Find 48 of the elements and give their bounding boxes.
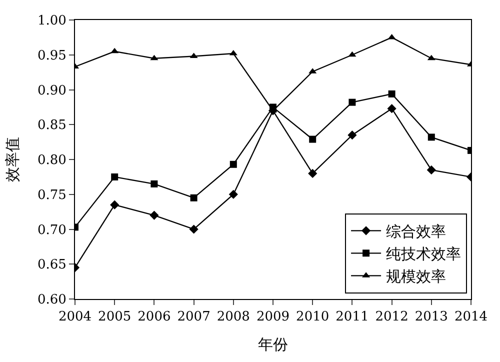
point <box>228 190 238 199</box>
x-tick-label: 2009 <box>256 310 290 325</box>
y-tick-label: 0.90 <box>37 83 66 98</box>
legend-label: 纯技术效率 <box>386 245 462 264</box>
point <box>348 98 356 106</box>
point <box>428 134 435 141</box>
x-tick-label: 2005 <box>98 310 132 325</box>
point <box>388 90 396 98</box>
y-tick-label: 0.85 <box>37 118 66 134</box>
point <box>190 194 198 202</box>
point <box>348 130 357 140</box>
point <box>230 160 237 168</box>
x-tick-label: 2014 <box>454 310 488 325</box>
x-axis-title: 年份 <box>258 336 288 354</box>
point <box>189 224 198 234</box>
x-tick-label: 2008 <box>216 310 250 325</box>
point <box>190 52 198 58</box>
y-axis-title: 效率值 <box>4 137 22 182</box>
x-tick-label: 2004 <box>58 310 92 325</box>
legend-label: 规模效率 <box>386 268 446 286</box>
y-tick-label: 0.70 <box>37 222 66 238</box>
point <box>348 51 356 57</box>
y-tick-label: 0.75 <box>37 188 66 203</box>
x-tick-label: 2012 <box>375 310 408 325</box>
legend-label: 综合效率 <box>386 222 446 241</box>
point <box>426 165 436 175</box>
y-tick-label: 1.00 <box>37 14 66 29</box>
point <box>150 180 158 188</box>
point <box>110 48 119 54</box>
x-tick-label: 2007 <box>177 310 210 325</box>
y-tick-label: 0.95 <box>37 48 66 64</box>
x-tick-label: 2013 <box>414 310 448 325</box>
point <box>427 54 436 60</box>
x-tick-label: 2006 <box>138 310 171 325</box>
point <box>387 104 396 114</box>
point <box>111 173 118 180</box>
x-tick-label: 2011 <box>336 310 369 325</box>
point <box>388 34 396 40</box>
point <box>309 136 316 143</box>
point <box>229 50 238 56</box>
x-tick-label: 2010 <box>296 310 330 325</box>
y-tick-label: 0.65 <box>37 258 66 273</box>
point <box>110 200 120 210</box>
point <box>150 210 159 220</box>
y-tick-label: 0.80 <box>37 153 66 168</box>
point <box>150 54 158 60</box>
point <box>308 168 318 178</box>
y-tick-label: 0.60 <box>37 292 66 308</box>
